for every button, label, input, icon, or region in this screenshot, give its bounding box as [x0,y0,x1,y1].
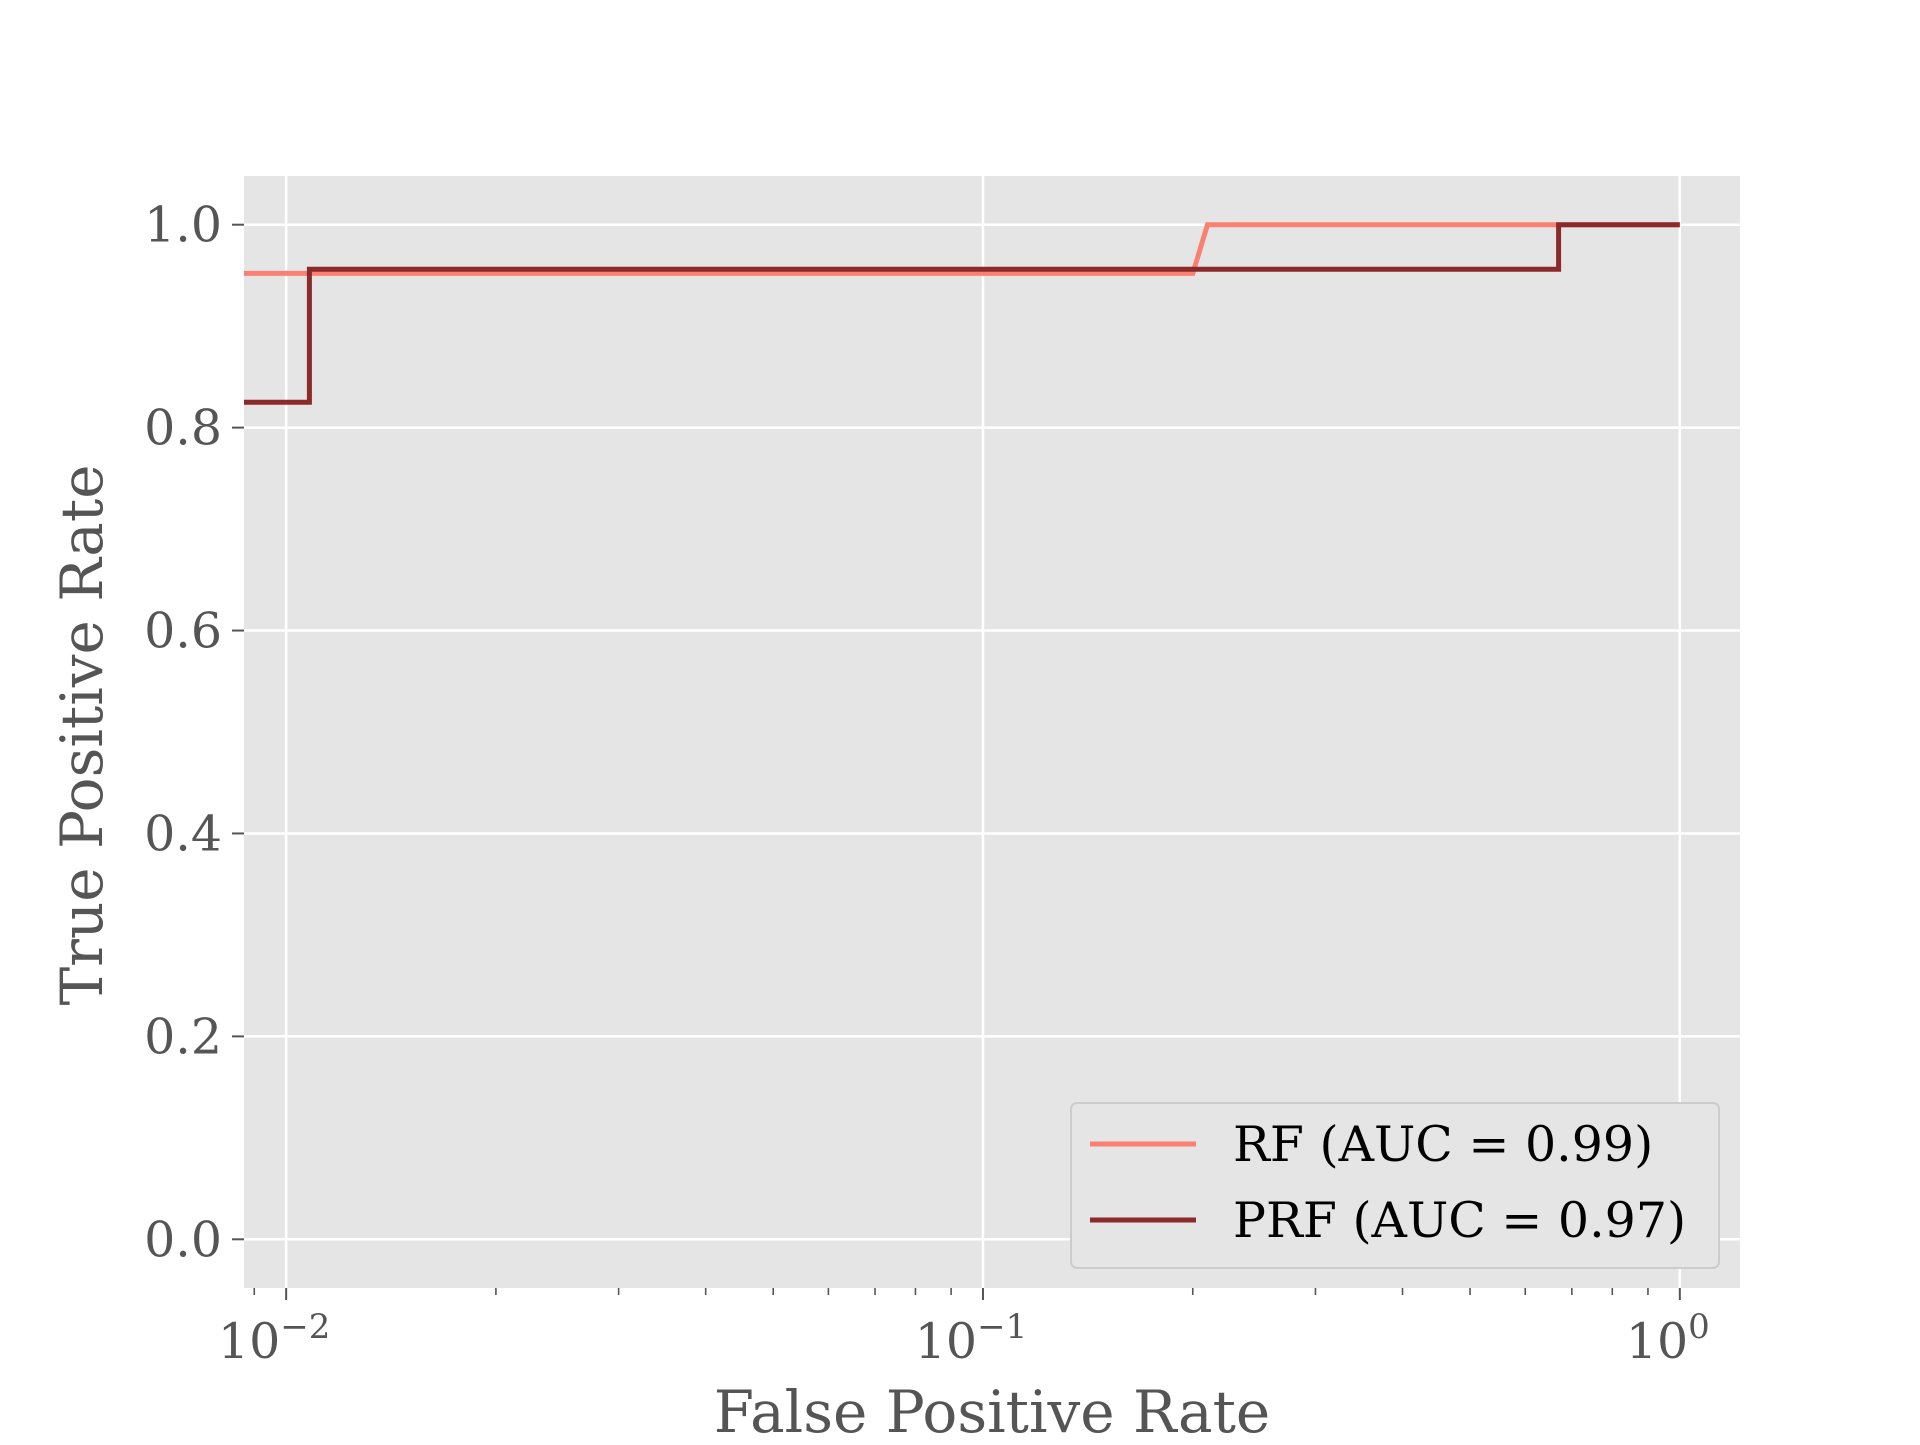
x-tick-label: 10−1 [915,1307,1027,1370]
y-tick-label: 0.4 [144,805,222,862]
legend-label: RF (AUC = 0.99) [1233,1116,1653,1173]
x-axis-label: False Positive Rate [714,1378,1270,1440]
x-tick-label: 100 [1626,1307,1710,1370]
y-tick-label: 1.0 [144,197,222,254]
legend-box [1070,1102,1720,1269]
series-lines [244,222,1680,405]
grid-lines [244,176,1740,1288]
y-tick-label: 0.6 [144,603,222,660]
y-tick-label: 0.8 [144,400,222,457]
y-tick-label: 0.0 [144,1211,222,1268]
series-line [244,222,1680,405]
series-line [244,222,1680,276]
x-tick-label: 10−2 [218,1307,330,1370]
legend: RF (AUC = 0.99) PRF (AUC = 0.97) [1070,1102,1720,1269]
y-tick-label: 0.2 [144,1008,222,1065]
legend-label: PRF (AUC = 0.97) [1233,1192,1686,1249]
y-axis-label: True Positive Rate [48,464,116,1005]
